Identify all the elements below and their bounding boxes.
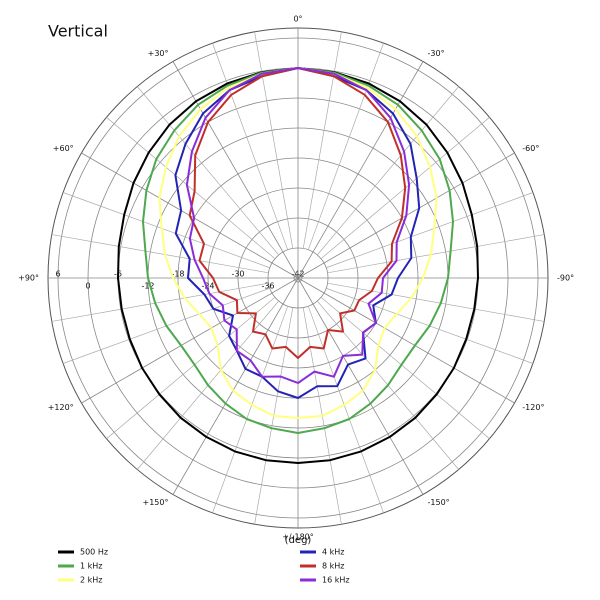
angle-tick-label: +150° bbox=[143, 498, 169, 507]
angle-tick-label: -30° bbox=[428, 49, 445, 58]
spoke bbox=[307, 306, 384, 514]
spoke bbox=[327, 234, 545, 274]
angle-grid-line bbox=[172, 61, 299, 279]
angle-tick-label: +60° bbox=[53, 144, 74, 153]
r-tick-label: -12 bbox=[141, 282, 154, 291]
spoke bbox=[302, 31, 342, 249]
angle-grid-line bbox=[172, 277, 299, 495]
spoke bbox=[212, 42, 289, 250]
angle-grid-line bbox=[297, 61, 424, 279]
r-tick-label: -18 bbox=[171, 270, 184, 279]
spoke bbox=[317, 86, 459, 256]
angle-tick-label: -150° bbox=[428, 498, 450, 507]
spoke bbox=[106, 117, 276, 259]
r-tick-label: -30 bbox=[231, 270, 244, 279]
spoke bbox=[106, 297, 276, 439]
spoke bbox=[212, 306, 289, 514]
legend-label: 1 kHz bbox=[80, 562, 102, 571]
legend-label: 16 kHz bbox=[322, 576, 350, 585]
spoke bbox=[254, 31, 294, 249]
series-line bbox=[185, 67, 411, 384]
angle-grid-line bbox=[81, 277, 299, 404]
spoke bbox=[327, 282, 545, 322]
angle-tick-label: 0° bbox=[293, 15, 302, 24]
legend-label: 8 kHz bbox=[322, 562, 344, 571]
spoke bbox=[62, 192, 270, 269]
r-tick-label: -24 bbox=[201, 282, 214, 291]
angle-tick-label: +120° bbox=[48, 403, 74, 412]
spoke bbox=[137, 86, 279, 256]
x-axis-label: (deg) bbox=[285, 535, 312, 546]
angle-tick-label: +30° bbox=[148, 49, 169, 58]
r-tick-label: 0 bbox=[85, 282, 90, 291]
angle-tick-label: -120° bbox=[522, 403, 544, 412]
spoke bbox=[326, 192, 534, 269]
angle-grid-line bbox=[297, 277, 515, 404]
legend-label: 500 Hz bbox=[80, 548, 108, 557]
legend-label: 2 kHz bbox=[80, 576, 102, 585]
spoke bbox=[307, 42, 384, 250]
chart-title: Vertical bbox=[48, 22, 108, 41]
angle-tick-label: -90° bbox=[557, 274, 574, 283]
spoke bbox=[51, 282, 269, 322]
angle-tick-label: +/-180° bbox=[282, 533, 314, 542]
angle-tick-label: +90° bbox=[18, 274, 39, 283]
legend-label: 4 kHz bbox=[322, 548, 344, 557]
spoke bbox=[320, 297, 490, 439]
spoke bbox=[51, 234, 269, 274]
r-tick-label: 6 bbox=[55, 270, 60, 279]
angle-tick-label: -60° bbox=[522, 144, 539, 153]
angle-grid-line bbox=[297, 277, 424, 495]
r-tick-label: -36 bbox=[261, 282, 274, 291]
